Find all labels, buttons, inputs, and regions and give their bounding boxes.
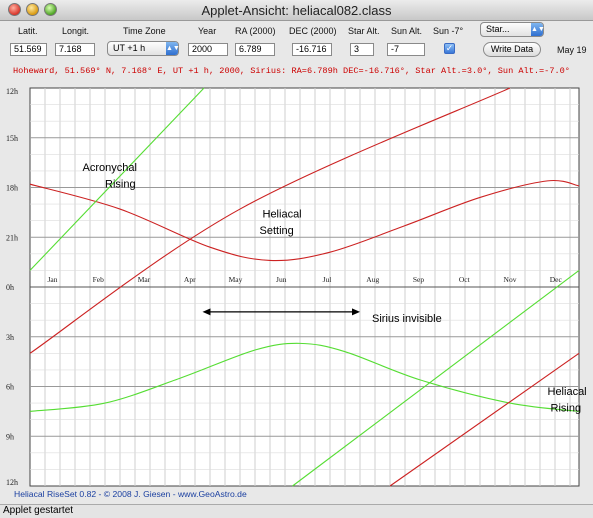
sun-checkbox[interactable]: ✓ xyxy=(444,43,455,54)
year-input[interactable]: 2000 xyxy=(188,43,228,56)
month-label: May xyxy=(229,275,243,284)
annotation-label: Setting xyxy=(260,225,294,237)
status-bar: Applet gestartet xyxy=(0,504,593,518)
month-label: Jun xyxy=(276,275,287,284)
y-tick-label: 21h xyxy=(6,233,18,242)
dec-input[interactable]: -16.716 xyxy=(292,43,332,56)
month-label: Feb xyxy=(93,275,105,284)
longitude-label: Longit. xyxy=(62,26,90,36)
star-alt-label: Star Alt. xyxy=(348,26,380,36)
curve-green-5 xyxy=(292,269,580,487)
year-label: Year xyxy=(198,26,217,36)
select-arrows-icon: ▲▼ xyxy=(531,23,545,36)
month-label: Nov xyxy=(504,275,517,284)
month-label: Apr xyxy=(184,275,196,284)
write-data-button[interactable]: Write Data xyxy=(483,42,541,57)
month-label: Dec xyxy=(550,275,563,284)
info-line: Hoheward, 51.569° N, 7.168° E, UT +1 h, … xyxy=(13,66,570,76)
title-bar: Applet-Ansicht: heliacal082.class xyxy=(0,0,593,21)
month-label: Mar xyxy=(138,275,151,284)
status-text: Applet gestartet xyxy=(3,505,74,516)
select-arrows-icon: ▲▼ xyxy=(166,42,180,55)
y-tick-label: 6h xyxy=(6,383,14,392)
latitude-label: Latit. xyxy=(18,26,38,36)
curve-red-2 xyxy=(29,87,511,354)
star-alt-input[interactable]: 3 xyxy=(350,43,374,56)
arrow-left-head-icon xyxy=(202,308,211,316)
curve-green-1 xyxy=(29,342,580,412)
ra-label: RA (2000) xyxy=(235,26,276,36)
date-display: May 19 xyxy=(557,45,587,55)
sun-label: Sun -7° xyxy=(433,26,464,36)
month-label: Jan xyxy=(48,275,58,284)
y-tick-label: 18h xyxy=(6,184,18,193)
month-label: Oct xyxy=(459,275,471,284)
annotation-label: Sirius invisible xyxy=(372,313,442,325)
y-tick-label: 12h xyxy=(6,478,18,487)
y-tick-label: 3h xyxy=(6,333,14,342)
zoom-window-icon[interactable] xyxy=(44,3,57,16)
month-label: Sep xyxy=(413,275,425,284)
y-tick-label: 15h xyxy=(6,134,18,143)
window-title: Applet-Ansicht: heliacal082.class xyxy=(201,3,392,18)
arrow-right-head-icon xyxy=(352,308,360,316)
close-window-icon[interactable] xyxy=(8,3,21,16)
timezone-value: UT +1 h xyxy=(113,43,146,53)
y-tick-label: 0h xyxy=(6,283,14,292)
month-label: Jul xyxy=(323,275,332,284)
longitude-input[interactable]: 7.168 xyxy=(55,43,95,56)
footer-credit: Heliacal RiseSet 0.82 - © 2008 J. Giesen… xyxy=(14,489,247,499)
month-label: Aug xyxy=(366,275,379,284)
latitude-input[interactable]: 51.569 xyxy=(10,43,47,56)
y-tick-label: 9h xyxy=(6,432,14,441)
sun-alt-label: Sun Alt. xyxy=(391,26,423,36)
annotation-label: Heliacal xyxy=(548,386,587,398)
minimize-window-icon[interactable] xyxy=(26,3,39,16)
curve-red-3 xyxy=(389,352,580,487)
ra-input[interactable]: 6.789 xyxy=(235,43,275,56)
curve-green-4 xyxy=(29,87,205,271)
curve-red-0 xyxy=(29,179,580,262)
timezone-select[interactable]: UT +1 h ▲▼ xyxy=(107,41,180,56)
dec-label: DEC (2000) xyxy=(289,26,337,36)
sun-alt-input[interactable]: -7 xyxy=(387,43,425,56)
star-select-value: Star... xyxy=(486,24,510,34)
timezone-label: Time Zone xyxy=(123,26,166,36)
heliacal-chart: 12h 15h 18h 21h 0h 3h 6h 9h 12h Jan Feb Mar Apr May J… xyxy=(6,87,587,487)
y-tick-label: 12h xyxy=(6,87,18,96)
star-select[interactable]: Star... ▲▼ xyxy=(480,22,545,37)
checkmark-icon: ✓ xyxy=(445,43,454,53)
annotation-label: Acronychal xyxy=(83,162,137,174)
annotation-label: Rising xyxy=(105,179,136,191)
annotation-label: Rising xyxy=(551,402,582,414)
annotation-label: Heliacal xyxy=(263,208,302,220)
